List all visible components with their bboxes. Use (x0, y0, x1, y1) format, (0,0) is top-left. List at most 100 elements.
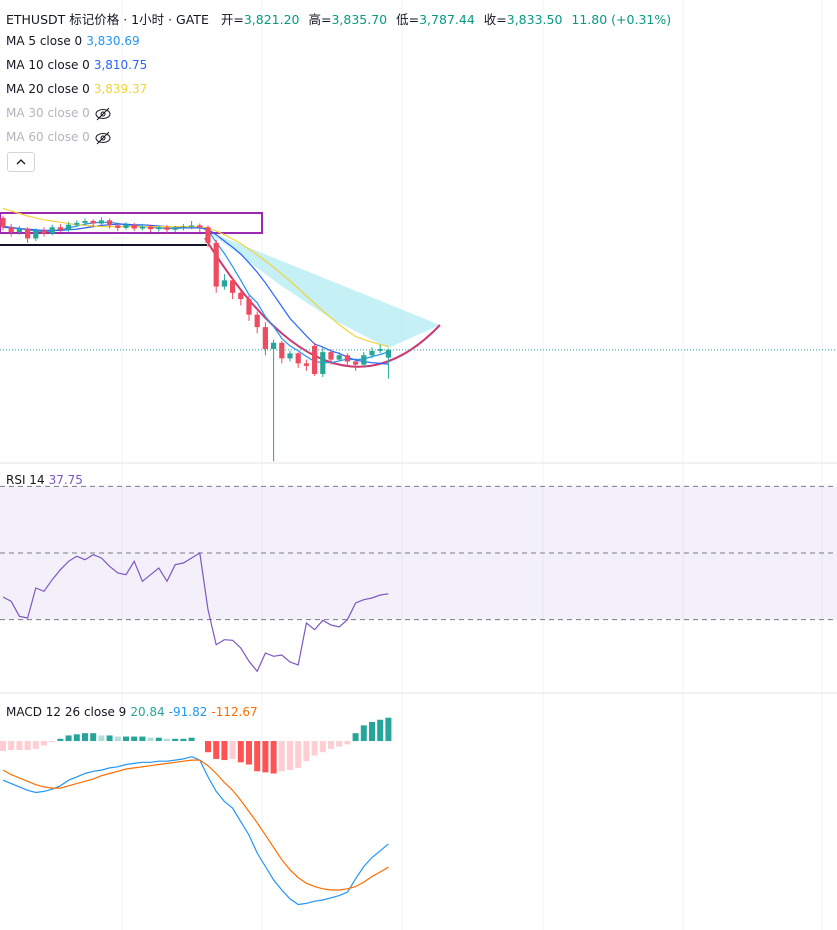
histogram-bar (352, 733, 359, 742)
histogram-bar (65, 735, 72, 742)
symbol: ETHUSDT 标记价格 · 1小时 · GATE (6, 12, 209, 27)
drawing-rectangle[interactable] (0, 212, 263, 234)
ohlc-value: 3,833.50 (506, 12, 563, 27)
signal-value: -112.67 (211, 705, 258, 719)
rsi-title: RSI 14 (6, 473, 45, 487)
histogram-bar (73, 734, 80, 742)
candle-body (49, 227, 55, 234)
histogram-bar (0, 741, 6, 752)
candle-body (303, 363, 309, 366)
macd-legend[interactable]: MACD 12 26 close 9 20.84 -91.82 -112.67 (6, 705, 262, 719)
hidden-icon[interactable] (94, 107, 112, 121)
candle-body (74, 222, 80, 225)
histogram-bar (369, 721, 375, 742)
histogram-bar (278, 741, 285, 772)
candle-body (221, 280, 227, 287)
histogram-bar (287, 741, 293, 771)
candle-body (287, 353, 293, 359)
histogram-bar (270, 741, 277, 774)
candle-body (164, 227, 170, 230)
candle-body (180, 226, 186, 228)
candle-body (131, 224, 137, 229)
histogram-bar (90, 733, 97, 742)
candle-body (82, 221, 88, 223)
candle-body (320, 352, 326, 374)
candle-body (107, 220, 113, 226)
histogram-bar (155, 737, 162, 742)
hidden-icon[interactable] (94, 131, 112, 145)
candle-body (336, 355, 342, 360)
macd-line (2, 756, 389, 906)
candle-body (230, 280, 236, 293)
signal-line (2, 759, 389, 891)
rsi-legend[interactable]: RSI 14 37.75 (6, 473, 87, 487)
candle-body (8, 227, 14, 233)
ma-legend[interactable]: MA 20 close 0 3,839.37 (6, 82, 151, 96)
candle-body (312, 345, 318, 374)
histogram-bar (237, 741, 244, 763)
histogram-bar (336, 741, 343, 747)
change: 11.80 (+0.31%) (571, 12, 672, 27)
histogram-bar (295, 741, 302, 768)
candle-body (148, 226, 154, 230)
ma-legend[interactable]: MA 60 close 0 (6, 130, 112, 145)
candle-body (197, 225, 203, 228)
histogram-bar (123, 736, 129, 742)
histogram-bar (205, 741, 211, 753)
histogram-bar (344, 741, 351, 745)
histogram-bar (114, 736, 121, 742)
candle-body (369, 350, 375, 356)
candle-body (115, 225, 121, 228)
histogram-bar (262, 741, 269, 773)
histogram-bar (221, 741, 228, 761)
histogram-bar (328, 741, 334, 749)
histogram-bar (98, 735, 105, 742)
histogram-bar (57, 738, 64, 742)
histogram-bar (180, 738, 187, 742)
drawing-arc[interactable] (204, 237, 441, 368)
histogram-bar (360, 725, 367, 742)
histogram-bar (106, 735, 113, 742)
ohlc-value: 3,835.70 (331, 12, 388, 27)
ma-name: MA 10 close 0 (6, 58, 90, 72)
histogram-bar (385, 717, 392, 742)
macd-value: -91.82 (168, 705, 208, 719)
chevron-icon (16, 159, 26, 165)
grid (121, 0, 823, 930)
ma-line (2, 223, 389, 365)
ohlc-value: 3,787.44 (419, 12, 475, 27)
histogram-bar (32, 741, 39, 749)
candle-body (98, 220, 104, 224)
candle-body (0, 217, 6, 228)
histogram-bar (213, 741, 220, 759)
candle-body (262, 327, 268, 349)
ohlc-label: 低= (396, 12, 420, 27)
histogram-bar (188, 737, 195, 742)
histogram-bar (16, 741, 23, 750)
candle-body (25, 228, 31, 239)
candle-body (279, 342, 285, 359)
ma-legend[interactable]: MA 30 close 0 (6, 106, 112, 121)
candle-body (254, 314, 260, 328)
histogram-bar (172, 738, 179, 742)
ma-legend[interactable]: MA 10 close 0 3,810.75 (6, 58, 151, 72)
histogram-bar (377, 719, 384, 742)
candle-body (33, 230, 39, 239)
histogram-bar (41, 741, 47, 746)
histogram-bar (131, 736, 138, 742)
collapse-button[interactable] (7, 152, 35, 172)
candle-body (246, 299, 252, 315)
ma-name: MA 60 close 0 (6, 130, 90, 144)
candle-body (295, 353, 301, 364)
candle-body (328, 352, 334, 360)
histogram-bar (319, 741, 326, 753)
ma-legend[interactable]: MA 5 close 0 3,830.69 (6, 34, 144, 48)
marks (0, 207, 837, 906)
candle-body (156, 227, 162, 230)
ohlc-value: 3,821.20 (243, 12, 300, 27)
ma-value: 3,810.75 (93, 58, 148, 72)
candle-body (66, 224, 72, 230)
histogram-bar (147, 737, 154, 742)
candle-body (361, 355, 367, 365)
